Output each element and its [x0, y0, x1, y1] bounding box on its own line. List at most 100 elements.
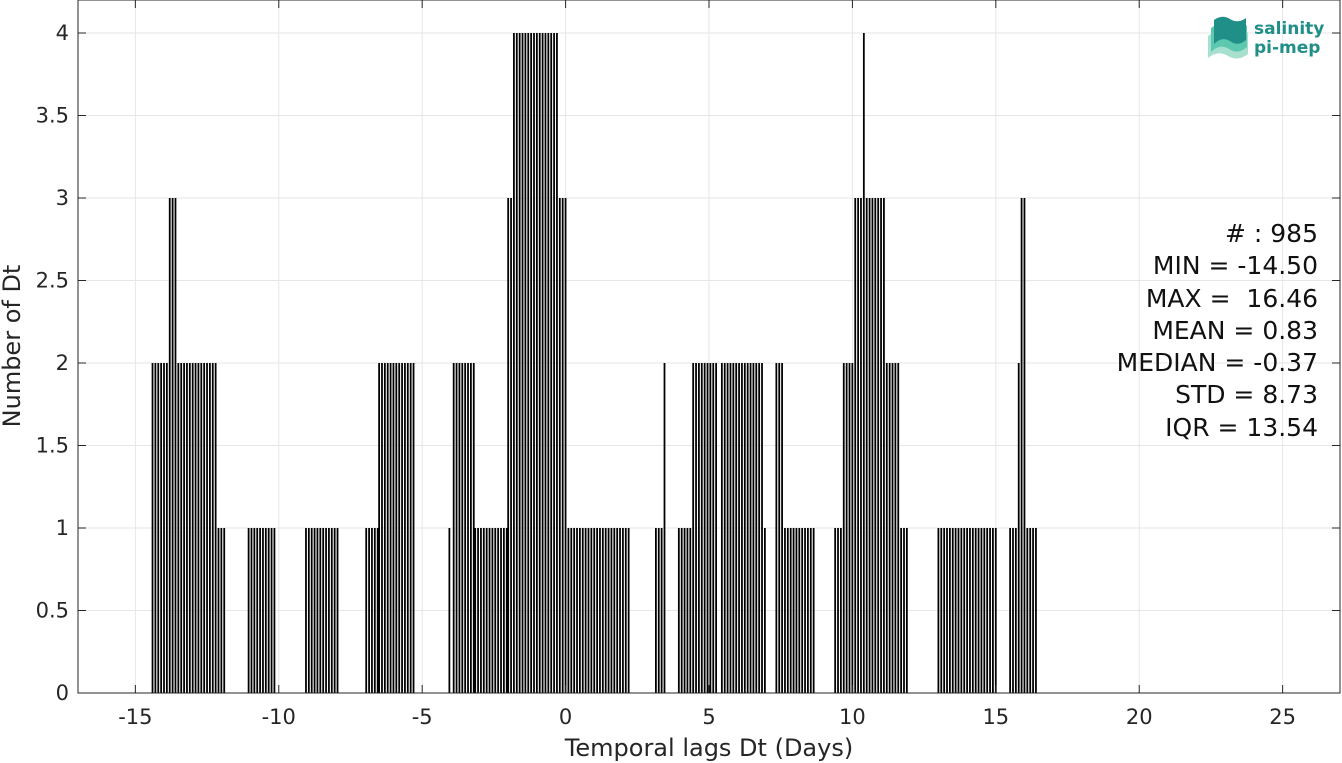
- histogram-bar: [743, 363, 746, 693]
- stat-iqr: IQR = 13.54: [1165, 412, 1318, 442]
- histogram-bar: [211, 363, 214, 693]
- histogram-bar: [610, 528, 613, 693]
- histogram-bar: [538, 33, 541, 693]
- histogram-bar: [183, 363, 185, 693]
- histogram-bar: [951, 528, 954, 693]
- histogram-bar: [544, 33, 547, 693]
- histogram-bar: [395, 363, 398, 693]
- histogram-bar: [966, 528, 968, 693]
- histogram-bar: [905, 528, 908, 693]
- histogram-bar: [587, 528, 590, 693]
- histogram-bar: [604, 528, 607, 693]
- histogram-bar: [723, 363, 726, 693]
- x-tick-label: 10: [839, 705, 866, 729]
- histogram-bar: [264, 528, 267, 693]
- histogram-bar: [888, 363, 891, 693]
- histogram-bar: [223, 528, 226, 693]
- histogram-bar: [940, 528, 943, 693]
- histogram-bar: [729, 363, 732, 693]
- histogram-bar: [596, 528, 598, 693]
- y-tick-label: 3: [56, 186, 69, 210]
- histogram-bar: [217, 528, 220, 693]
- histogram-bar: [980, 528, 983, 693]
- histogram-bar: [801, 528, 804, 693]
- histogram-bar: [401, 363, 403, 693]
- histogram-bar: [250, 528, 253, 693]
- histogram-bar: [392, 363, 395, 693]
- histogram-bar: [535, 33, 538, 693]
- histogram-bar: [845, 363, 848, 693]
- histogram-bar: [903, 528, 905, 693]
- histogram-bar: [467, 363, 469, 693]
- histogram-bar: [840, 528, 842, 693]
- histogram-bar: [948, 528, 951, 693]
- histogram-bar: [518, 33, 521, 693]
- x-tick-label: 0: [559, 705, 572, 729]
- histogram-bar: [746, 363, 749, 693]
- histogram-bar: [259, 528, 261, 693]
- histogram-bar: [494, 528, 497, 693]
- histogram-bar: [151, 363, 154, 693]
- histogram-bar: [616, 528, 619, 693]
- histogram-bar: [1012, 528, 1014, 693]
- histogram-bar: [868, 198, 871, 693]
- histogram-bar: [1035, 528, 1037, 693]
- histogram-bar: [1026, 528, 1029, 693]
- x-tick-label: 25: [1269, 705, 1296, 729]
- histogram-bar: [778, 363, 781, 693]
- histogram-bar: [480, 528, 482, 693]
- histogram-bar: [576, 528, 578, 693]
- histogram-bar: [573, 528, 576, 693]
- y-tick-label: 3.5: [36, 104, 69, 128]
- histogram-bar: [663, 363, 666, 693]
- histogram-bar: [214, 363, 217, 693]
- histogram-bar: [709, 363, 712, 693]
- x-tick-label: 5: [702, 705, 715, 729]
- histogram-bar: [376, 528, 379, 693]
- histogram-bar: [683, 528, 686, 693]
- histogram-bar: [322, 528, 325, 693]
- histogram-bar: [860, 198, 862, 693]
- histogram-bar: [567, 528, 570, 693]
- x-axis-label: Temporal lags Dt (Days): [564, 734, 853, 762]
- histogram-bar: [986, 528, 989, 693]
- histogram-bar: [256, 528, 259, 693]
- histogram-bar: [515, 33, 518, 693]
- histogram-bar: [657, 528, 660, 693]
- histogram-bar: [619, 528, 621, 693]
- histogram-bar: [862, 33, 865, 693]
- histogram-bar: [482, 528, 485, 693]
- y-tick-label: 4: [56, 21, 69, 45]
- y-tick-label: 0: [56, 681, 69, 705]
- histogram-bar: [957, 528, 960, 693]
- histogram-bar: [547, 33, 550, 693]
- histogram-bar: [735, 363, 738, 693]
- histogram-bar: [994, 528, 997, 693]
- histogram-bar: [319, 528, 322, 693]
- histogram-bar: [692, 363, 695, 693]
- histogram-bar: [267, 528, 270, 693]
- histogram-bar: [556, 33, 558, 693]
- histogram-bar: [373, 528, 376, 693]
- histogram-bar: [472, 363, 475, 693]
- histogram-bar: [452, 363, 455, 693]
- histogram-bar: [477, 528, 479, 693]
- histogram-bar: [971, 528, 974, 693]
- histogram-bar: [307, 528, 310, 693]
- histogram-bar: [455, 363, 458, 693]
- histogram-bar: [270, 528, 273, 693]
- histogram-bar: [880, 198, 882, 693]
- histogram-bar: [1029, 528, 1032, 693]
- histogram-bar: [837, 528, 839, 693]
- histogram-bar: [809, 528, 812, 693]
- histogram-bar: [857, 198, 859, 693]
- histogram-bar: [389, 363, 392, 693]
- x-tick-label: 20: [1126, 705, 1153, 729]
- histogram-bar: [378, 363, 381, 693]
- histogram-bar: [448, 528, 451, 693]
- histogram-bar: [624, 528, 627, 693]
- histogram-bar: [738, 363, 740, 693]
- histogram-bar: [197, 363, 200, 693]
- histogram-bar: [761, 363, 763, 693]
